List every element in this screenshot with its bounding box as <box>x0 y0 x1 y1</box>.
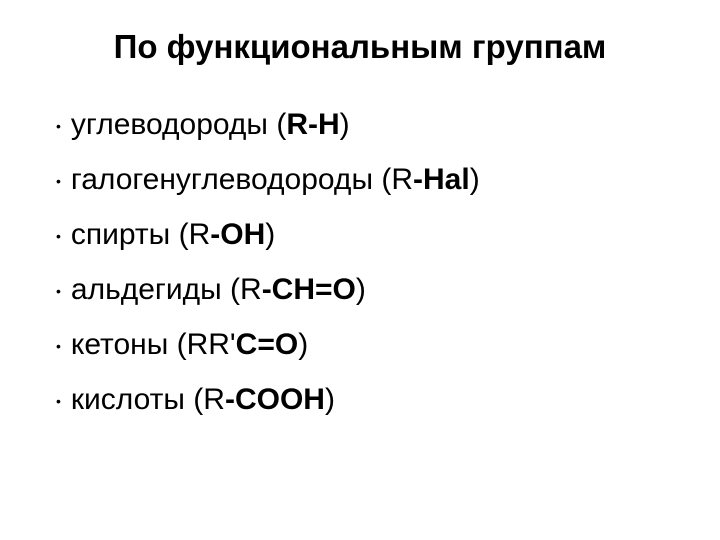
list-item: • спирты (R-OH) <box>56 212 672 257</box>
bullet-icon: • <box>56 281 61 302</box>
bullet-icon: • <box>56 171 61 192</box>
bullet-icon: • <box>56 116 61 137</box>
list-item-text: углеводороды (R-H) <box>71 102 672 147</box>
list-item-text: спирты (R-OH) <box>71 212 672 257</box>
list-item: • углеводороды (R-H) <box>56 102 672 147</box>
bullet-icon: • <box>56 336 61 357</box>
list-item-text: кетоны (RR'C=O) <box>71 322 672 367</box>
functional-groups-list: • углеводороды (R-H) • галогенуглеводоро… <box>48 102 672 422</box>
list-item-text: альдегиды (R-CH=O) <box>71 267 672 312</box>
bullet-icon: • <box>56 391 61 412</box>
bullet-icon: • <box>56 226 61 247</box>
list-item-text: кислоты (R-COOH) <box>71 377 672 422</box>
list-item-text: галогенуглеводороды (R-Hal) <box>71 157 672 202</box>
page-title: По функциональным группам <box>48 28 672 66</box>
list-item: • кислоты (R-COOH) <box>56 377 672 422</box>
list-item: • галогенуглеводороды (R-Hal) <box>56 157 672 202</box>
list-item: • альдегиды (R-CH=O) <box>56 267 672 312</box>
list-item: • кетоны (RR'C=O) <box>56 322 672 367</box>
